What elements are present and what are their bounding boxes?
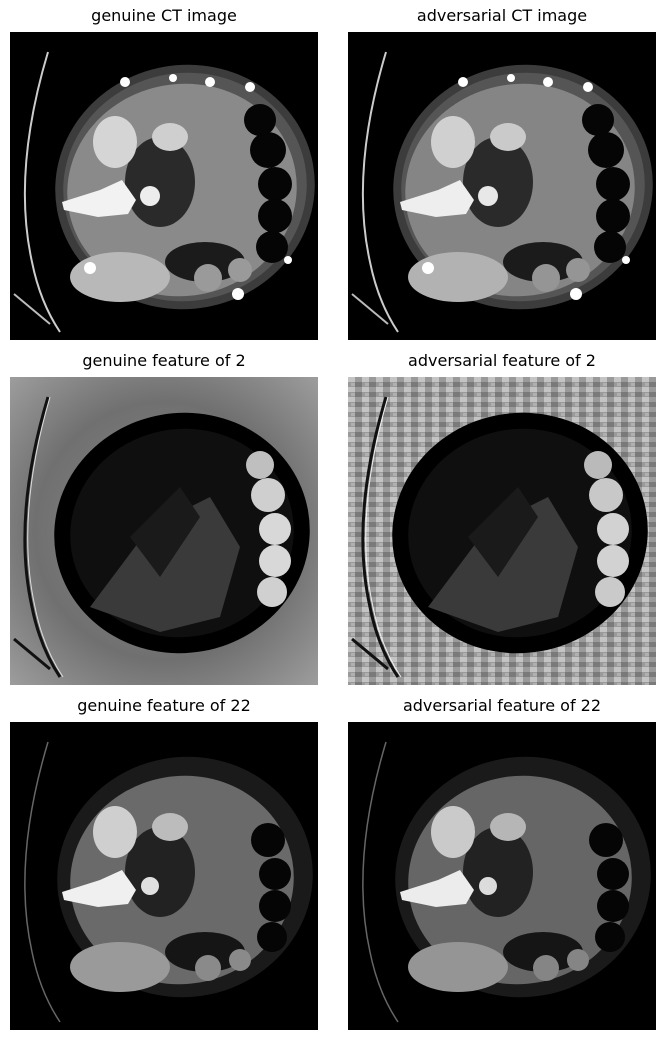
ct-scan-image <box>10 32 318 340</box>
feature-map-image <box>10 722 318 1030</box>
panel-title: genuine feature of 22 <box>77 696 251 715</box>
panel-title: genuine CT image <box>91 6 237 25</box>
panel-title: adversarial feature of 2 <box>408 351 596 370</box>
ct-scan-image <box>348 32 656 340</box>
feature-map-image <box>348 377 656 685</box>
feature-map-image <box>348 722 656 1030</box>
panel-title: genuine feature of 2 <box>82 351 246 370</box>
panel-title: adversarial CT image <box>416 6 588 25</box>
feature-map-image <box>10 377 318 685</box>
panel-title: adversarial feature of 22 <box>402 696 602 715</box>
